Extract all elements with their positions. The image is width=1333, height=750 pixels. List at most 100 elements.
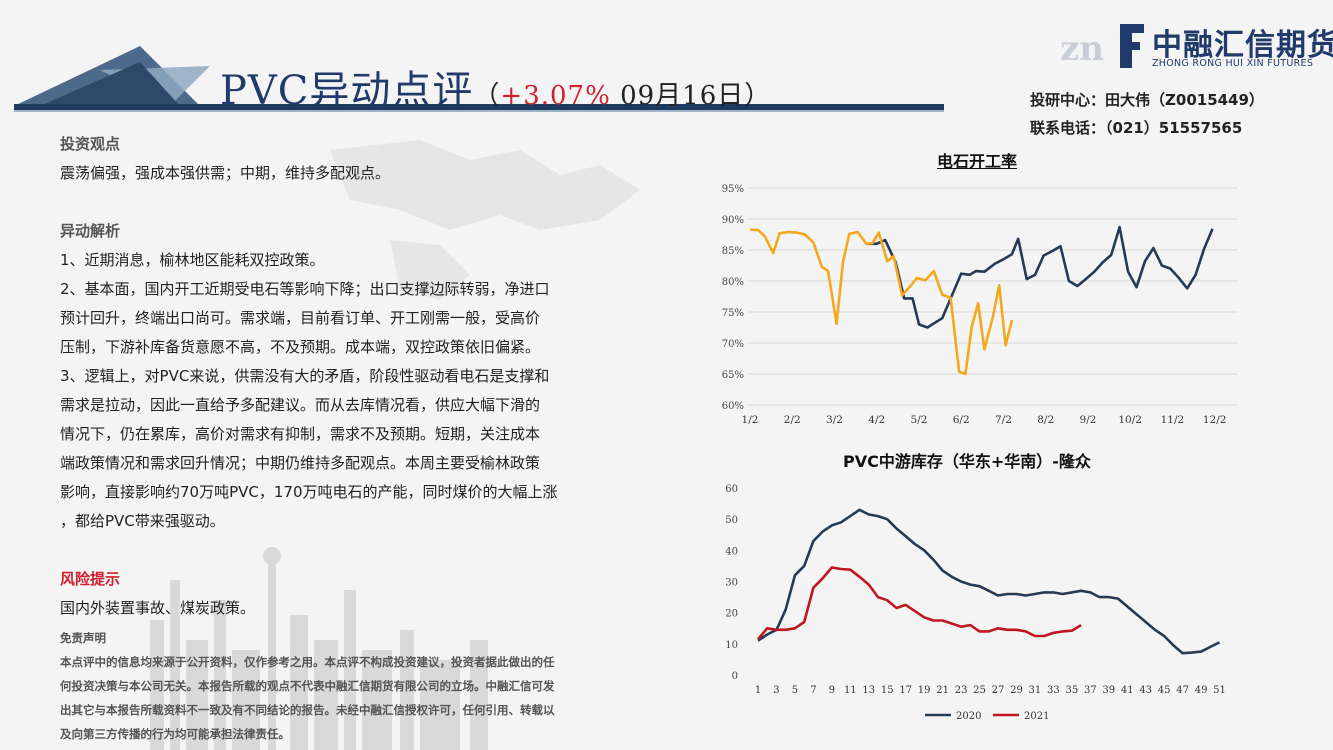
x-tick-label: 21 bbox=[936, 685, 949, 696]
risk-text: 国内外装置事故、煤炭政策。 bbox=[60, 599, 256, 617]
x-tick-label: 45 bbox=[1158, 685, 1171, 696]
chart2-title: PVC中游库存（华东+华南）-隆众 bbox=[843, 452, 1091, 471]
x-tick-label: 29 bbox=[1010, 685, 1023, 696]
x-tick-label: 31 bbox=[1029, 685, 1042, 696]
carbide-utilization-chart: 60% 65% 70% 75% 80% 85% 90% 95% 1/2 2/2 3/2 4/2 5/2 6… bbox=[722, 184, 1238, 426]
risk-title: 风险提示 bbox=[60, 570, 121, 588]
x-tick-label: 33 bbox=[1047, 685, 1060, 696]
analysis-line: 需求是拉动，因此一直给予多配建议。而从去库情况看，供应大幅下滑的 bbox=[60, 396, 541, 414]
y-tick-label: 75% bbox=[722, 308, 744, 319]
analyst-info: 投研中心：田大伟（Z0015449） bbox=[1030, 91, 1264, 109]
disclaimer-line: 出其它与本报告所载资料不一致及有不同结论的报告。未经中融汇信授权许可，任何引用、… bbox=[60, 703, 555, 717]
x-tick-label: 1/2 bbox=[742, 414, 759, 426]
x-tick-label: 43 bbox=[1139, 685, 1152, 696]
analysis-line: 2、基本面，国内开工近期受电石等影响下降；出口支撑边际转弱，净进口 bbox=[60, 280, 550, 298]
title-main: PVC异动点评 bbox=[220, 68, 474, 114]
company-logo: zn 中融汇信期货 ZHONG RONG HUI XIN FUTURES bbox=[1060, 16, 1333, 76]
x-tick-label: 4/2 bbox=[868, 414, 885, 426]
x-tick-label: 3/2 bbox=[826, 414, 843, 426]
page-title: PVC异动点评（+3.07% 09月16日） bbox=[220, 58, 771, 116]
x-tick-label: 2/2 bbox=[784, 414, 801, 426]
commentary: 投资观点 震荡偏强，强成本强供需；中期，维持多配观点。 异动解析 1、近期消息，… bbox=[60, 130, 680, 623]
x-tick-label: 15 bbox=[881, 685, 894, 696]
y-tick-label: 70% bbox=[722, 339, 744, 350]
x-tick-label: 11/2 bbox=[1161, 414, 1185, 426]
x-tick-label: 5/2 bbox=[911, 414, 928, 426]
x-tick-label: 6/2 bbox=[953, 414, 970, 426]
title-change-pct: +3.07% bbox=[500, 81, 611, 111]
y-tick-label: 95% bbox=[722, 184, 744, 195]
disclaimer: 免责声明 本点评中的信息均来源于公开资料，仅作参考之用。本点评不构成投资建议，投… bbox=[60, 626, 670, 746]
x-tick-label: 9 bbox=[829, 685, 835, 696]
x-tick-label: 12/2 bbox=[1203, 414, 1227, 426]
y-tick-label: 10 bbox=[725, 640, 738, 651]
x-tick-label: 13 bbox=[862, 685, 875, 696]
phone-info: 联系电话：（021）51557565 bbox=[1030, 119, 1243, 137]
x-tick-label: 47 bbox=[1176, 685, 1189, 696]
x-tick-label: 9/2 bbox=[1079, 414, 1096, 426]
y-tick-label: 50 bbox=[725, 515, 738, 526]
x-tick-label: 25 bbox=[973, 685, 986, 696]
x-tick-label: 11 bbox=[844, 685, 857, 696]
legend-label-2021: 2021 bbox=[1024, 711, 1049, 722]
x-tick-label: 1 bbox=[755, 685, 761, 696]
analysis-line: ，都给PVC带来强驱动。 bbox=[60, 512, 225, 530]
legend-label-2020: 2020 bbox=[956, 711, 981, 722]
logo-mark-icon: zn bbox=[1060, 24, 1144, 69]
x-tick-label: 8/2 bbox=[1037, 414, 1054, 426]
title-close-paren: ） bbox=[744, 81, 772, 111]
x-tick-label: 41 bbox=[1121, 685, 1134, 696]
x-tick-label: 37 bbox=[1084, 685, 1097, 696]
y-tick-label: 80% bbox=[722, 277, 744, 288]
disclaimer-line: 本点评中的信息均来源于公开资料，仅作参考之用。本点评不构成投资建议，投资者据此做… bbox=[60, 655, 555, 669]
y-tick-label: 30 bbox=[725, 578, 738, 589]
analysis-line: 3、逻辑上，对PVC来说，供需没有大的矛盾，阶段性驱动看电石是支撑和 bbox=[60, 367, 550, 385]
y-tick-label: 0 bbox=[732, 671, 738, 682]
svg-text:zn: zn bbox=[1060, 29, 1104, 69]
series-line-2021 bbox=[757, 566, 1082, 641]
y-tick-label: 65% bbox=[722, 370, 744, 381]
x-tick-label: 17 bbox=[899, 685, 912, 696]
x-tick-label: 3 bbox=[773, 685, 779, 696]
header-triangle-decoration bbox=[14, 46, 210, 106]
brand-name-en: ZHONG RONG HUI XIN FUTURES bbox=[1152, 58, 1314, 69]
y-tick-label: 85% bbox=[722, 246, 744, 257]
analysis-title: 异动解析 bbox=[60, 222, 121, 240]
view-title: 投资观点 bbox=[60, 135, 121, 153]
x-tick-label: 5 bbox=[792, 685, 798, 696]
y-tick-label: 40 bbox=[725, 546, 738, 557]
analysis-line: 端政策情况和需求回升情况；中期仍维持多配观点。本周主要受榆林政策 bbox=[60, 454, 541, 472]
x-tick-label: 7 bbox=[810, 685, 816, 696]
analysis-line: 影响，直接影响约70万吨PVC，170万吨电石的产能，同时煤价的大幅上涨 bbox=[60, 483, 558, 501]
x-tick-label: 19 bbox=[918, 685, 931, 696]
x-tick-label: 39 bbox=[1102, 685, 1115, 696]
analysis-line: 压制，下游补库备货意愿不高，不及预期。成本端，双控政策依旧偏紧。 bbox=[60, 338, 541, 356]
title-open-paren: （ bbox=[473, 81, 501, 111]
x-tick-label: 27 bbox=[992, 685, 1005, 696]
y-tick-label: 60 bbox=[725, 484, 738, 495]
title-date: 09月16日 bbox=[610, 81, 745, 111]
x-tick-label: 23 bbox=[955, 685, 968, 696]
brand-name: 中融汇信期货 bbox=[1152, 28, 1333, 63]
header-rule bbox=[14, 104, 944, 110]
view-text: 震荡偏强，强成本强供需；中期，维持多配观点。 bbox=[60, 164, 391, 182]
series-line-0 bbox=[866, 225, 1214, 329]
analysis-line: 预计回升，终端出口尚可。需求端，目前看订单、开工刚需一般，受高价 bbox=[60, 309, 541, 327]
x-tick-label: 49 bbox=[1195, 685, 1208, 696]
y-tick-label: 90% bbox=[722, 215, 744, 226]
x-tick-label: 7/2 bbox=[995, 414, 1012, 426]
x-tick-label: 10/2 bbox=[1118, 414, 1142, 426]
series-line-2020 bbox=[757, 508, 1221, 655]
y-tick-label: 20 bbox=[725, 609, 738, 620]
contact-block: 投研中心：田大伟（Z0015449） 联系电话：（021）51557565 bbox=[1030, 86, 1264, 142]
x-tick-label: 35 bbox=[1065, 685, 1078, 696]
series-line-1 bbox=[749, 228, 1014, 376]
analysis-line: 1、近期消息，榆林地区能耗双控政策。 bbox=[60, 251, 325, 269]
disclaimer-title: 免责声明 bbox=[60, 631, 106, 645]
header-rule-accent bbox=[14, 110, 944, 112]
y-tick-label: 60% bbox=[722, 401, 744, 412]
disclaimer-line: 何投资决策与本公司无关。本报告所载的观点不代表中融汇信期货有限公司的立场。中融汇… bbox=[60, 679, 555, 693]
disclaimer-line: 及向第三方传播的行为均可能承担法律责任。 bbox=[60, 727, 290, 741]
